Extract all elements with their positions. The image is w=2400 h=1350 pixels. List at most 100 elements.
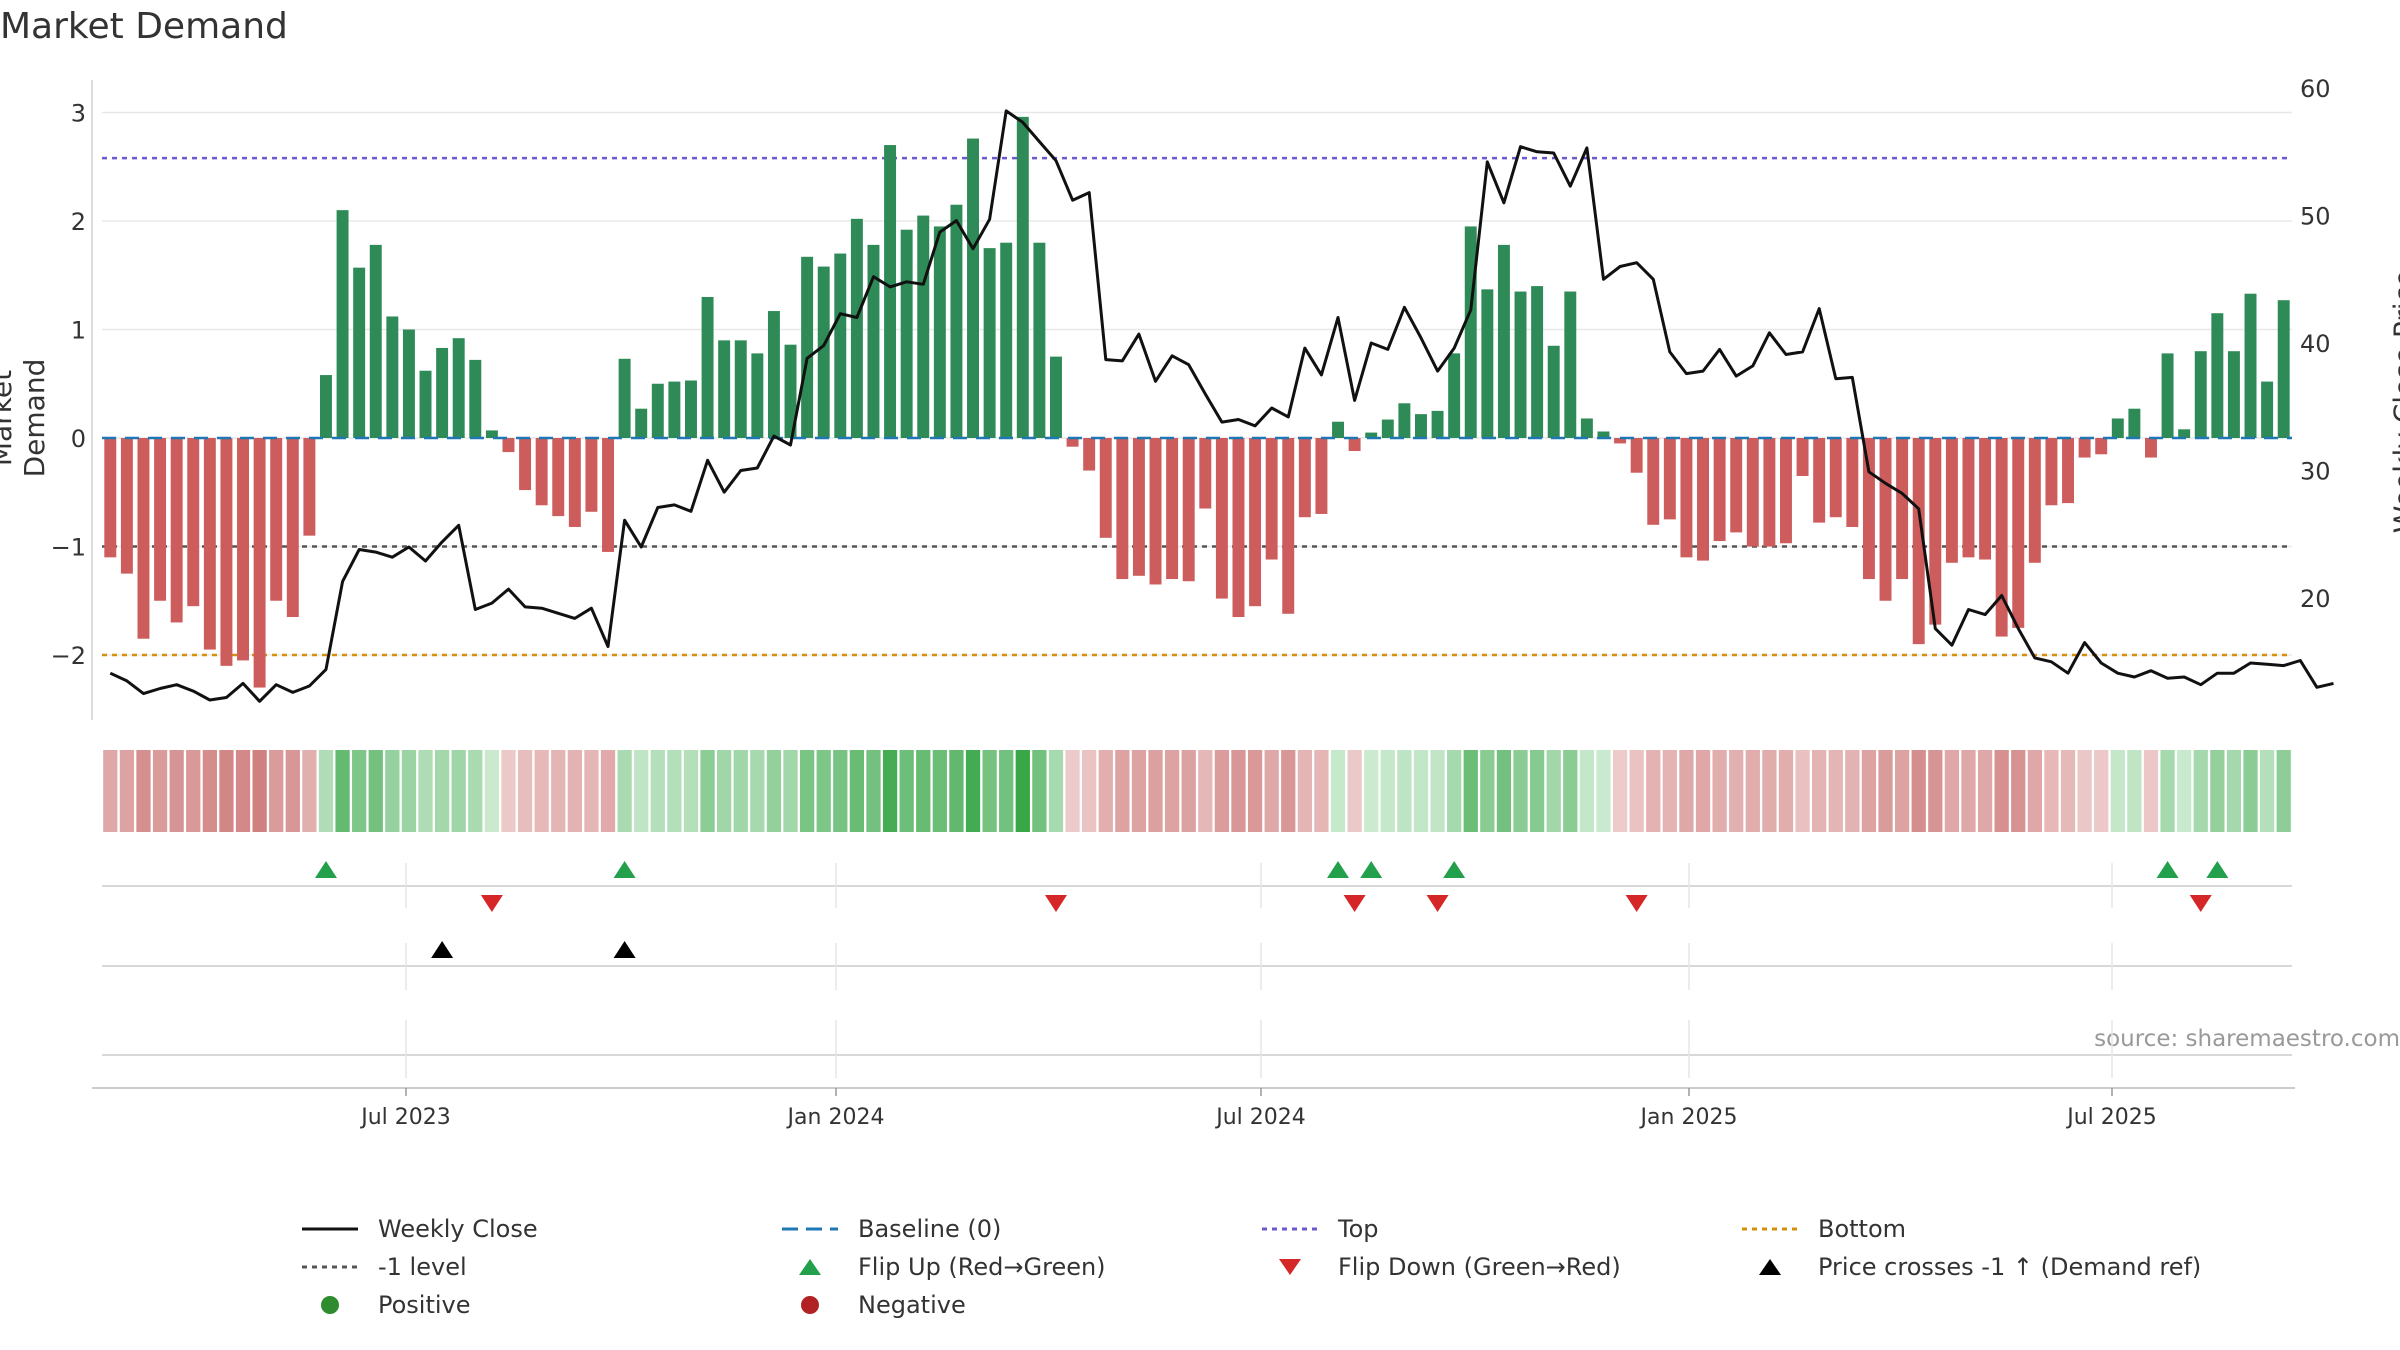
demand-bar <box>2078 438 2091 458</box>
strength-strip-cell <box>766 750 782 832</box>
demand-bar <box>618 358 631 438</box>
demand-bar <box>1929 438 1942 625</box>
demand-bar <box>967 138 979 439</box>
strength-strip-cell <box>1695 750 1711 832</box>
demand-bar <box>386 316 399 438</box>
strength-strip-cell <box>1148 750 1163 832</box>
strength-strip-cell <box>352 750 367 832</box>
strength-strip-cell <box>517 750 533 832</box>
strength-strip-cell <box>1646 750 1661 832</box>
demand-bar <box>1547 345 1560 438</box>
strength-strip-cell <box>202 750 217 832</box>
strength-strip-cell <box>235 750 251 832</box>
strength-strip-cell <box>1413 750 1429 832</box>
strength-strip-cell <box>1198 750 1213 832</box>
flip-up-marker <box>1360 861 1383 878</box>
strength-strip-cell <box>1463 750 1478 832</box>
strength-strip-cell <box>567 750 582 832</box>
demand-bar <box>419 370 432 438</box>
strength-strip-cell <box>1944 750 1960 832</box>
legend-flip-down-swatch <box>1279 1259 1301 1275</box>
strength-strip-cell <box>169 750 184 832</box>
demand-bar <box>1000 242 1013 438</box>
strength-strip-cell <box>584 750 599 832</box>
demand-bar <box>1995 438 2008 637</box>
strength-strip-cell <box>1231 750 1246 832</box>
demand-bar <box>784 344 797 438</box>
strength-strip-cell <box>401 750 417 832</box>
y-tick-left: 1 <box>71 317 86 345</box>
strength-strip-cell <box>650 750 665 832</box>
strength-strip-cell <box>1314 750 1329 832</box>
strength-strip-cell <box>949 750 964 832</box>
demand-bar <box>1862 438 1875 580</box>
strength-strip-cell <box>418 750 433 832</box>
demand-bar <box>286 438 299 618</box>
demand-bar <box>834 253 847 438</box>
demand-bar <box>884 145 897 439</box>
strength-strip-cell <box>2027 750 2042 832</box>
demand-bar <box>2161 353 2174 438</box>
legend-negative-swatch <box>801 1296 819 1314</box>
legend-baseline-label: Baseline (0) <box>858 1215 1002 1243</box>
demand-bar <box>1713 438 1726 542</box>
demand-bar <box>436 347 449 438</box>
demand-bar <box>137 438 150 639</box>
demand-bar <box>170 438 183 623</box>
y-tick-right: 60 <box>2300 75 2331 103</box>
demand-bar <box>2045 438 2058 506</box>
demand-bar <box>1481 289 1494 438</box>
demand-bar <box>2261 381 2274 438</box>
strength-strip-cell <box>1430 750 1445 832</box>
legend-positive-swatch <box>321 1296 339 1314</box>
demand-bar <box>2211 313 2224 438</box>
legend-top: Top <box>1260 1214 1379 1244</box>
legend-baseline: Baseline (0) <box>780 1214 1001 1244</box>
demand-bar <box>1697 438 1709 561</box>
strength-strip-cell <box>1247 750 1263 832</box>
strength-strip-cell <box>700 750 715 832</box>
demand-bar <box>1829 438 1842 518</box>
demand-bar <box>801 256 814 438</box>
strength-strip-cell <box>2011 750 2026 832</box>
y-tick-left: 3 <box>71 100 86 128</box>
price-cross-marker <box>431 941 454 958</box>
price-cross-marker <box>613 941 636 958</box>
demand-bar <box>2244 293 2257 438</box>
strength-strip-cell <box>1546 750 1561 832</box>
demand-bar <box>485 430 498 438</box>
strength-strip-cell <box>965 750 981 832</box>
demand-bar <box>1265 438 1278 560</box>
demand-bar <box>1381 419 1394 438</box>
demand-bar <box>850 218 863 438</box>
demand-bar <box>602 438 614 552</box>
legend-minus-one: -1 level <box>300 1252 467 1282</box>
strength-strip-cell <box>2210 750 2225 832</box>
strength-strip-cell <box>816 750 831 832</box>
demand-bar <box>900 229 913 438</box>
strength-strip-cell <box>186 750 201 832</box>
strength-strip-cell <box>119 750 135 832</box>
legend-weekly-close-label: Weekly Close <box>378 1215 538 1243</box>
strength-strip-cell <box>1447 750 1462 832</box>
demand-bar <box>2178 429 2191 438</box>
strength-strip-cell <box>1861 750 1877 832</box>
strength-strip-cell <box>799 750 815 832</box>
strength-strip-cell <box>1297 750 1312 832</box>
demand-bar <box>1132 438 1145 576</box>
strength-strip-cell <box>2243 750 2258 832</box>
strength-strip-cell <box>1065 750 1080 832</box>
demand-bar <box>1531 286 1544 438</box>
flip-down-marker <box>1426 895 1449 912</box>
demand-bar <box>1348 438 1361 452</box>
x-tick-label: Jul 2025 <box>2065 1105 2157 1130</box>
strength-strip-cell <box>1579 750 1595 832</box>
demand-bar <box>983 248 996 438</box>
demand-bar <box>685 380 697 438</box>
strength-strip-cell <box>882 750 898 832</box>
legend-price-cross-label: Price crosses -1 ↑ (Demand ref) <box>1818 1253 2202 1281</box>
demand-bar <box>1663 438 1676 520</box>
demand-bar <box>1166 438 1179 580</box>
strength-strip-cell <box>2110 750 2125 832</box>
